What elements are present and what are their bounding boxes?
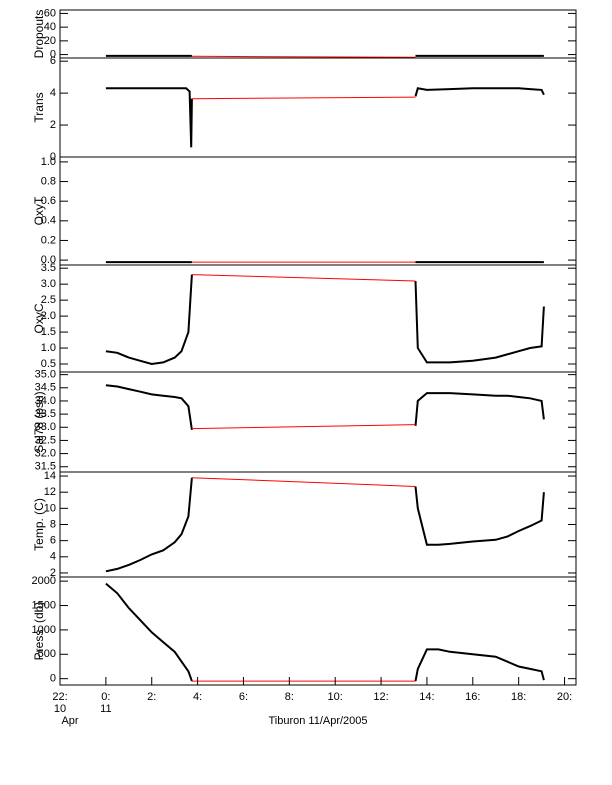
x-day-label: 10 bbox=[54, 703, 66, 715]
x-day-label: 11 bbox=[100, 703, 111, 715]
y-tick-label: 1.0 bbox=[41, 342, 56, 354]
y-tick-label: 500 bbox=[38, 648, 56, 660]
y-tick-label: 0.0 bbox=[41, 254, 56, 266]
x-tick-label: 10: bbox=[328, 691, 343, 703]
y-axis-label: Sal78 (psu) bbox=[32, 391, 46, 452]
series-line bbox=[191, 55, 416, 58]
y-axis-label: Dropouts bbox=[32, 10, 46, 59]
y-tick-label: 35.0 bbox=[35, 369, 56, 381]
x-tick-label: 18: bbox=[511, 691, 526, 703]
y-axis-label: OxyC bbox=[32, 303, 46, 333]
series-line bbox=[105, 384, 545, 431]
y-tick-label: 8 bbox=[50, 518, 56, 530]
panel-frame bbox=[59, 57, 577, 158]
y-axis-label: Trans bbox=[32, 92, 46, 122]
series-line bbox=[105, 477, 545, 573]
series-line bbox=[105, 87, 545, 148]
y-tick-label: 60 bbox=[44, 7, 56, 19]
y-tick-label: 1500 bbox=[32, 599, 56, 611]
y-tick-label: 1.5 bbox=[41, 326, 56, 338]
y-tick-label: 1.0 bbox=[41, 156, 56, 168]
y-tick-label: 0.8 bbox=[41, 175, 56, 187]
y-tick-label: 2.0 bbox=[41, 310, 56, 322]
panel-frame bbox=[59, 371, 577, 473]
y-tick-label: 2 bbox=[50, 119, 56, 131]
x-tick-label: 0: bbox=[101, 691, 110, 703]
y-tick-label: 3.5 bbox=[41, 262, 56, 274]
y-tick-label: 40 bbox=[44, 21, 56, 33]
x-axis-label: Tiburon 11/Apr/2005 bbox=[268, 715, 367, 727]
panel-frame bbox=[59, 9, 577, 59]
y-axis-label: Press. (db) bbox=[32, 602, 46, 661]
series-line bbox=[191, 274, 416, 282]
x-tick-label: 8: bbox=[285, 691, 294, 703]
y-tick-label: 2 bbox=[50, 567, 56, 579]
series-line bbox=[191, 477, 416, 487]
y-tick-label: 14 bbox=[44, 470, 56, 482]
series-line bbox=[191, 96, 416, 100]
y-tick-label: 34.5 bbox=[35, 382, 56, 394]
y-tick-label: 0 bbox=[50, 48, 56, 60]
y-tick-label: 34.0 bbox=[35, 395, 56, 407]
panel-frame bbox=[59, 576, 577, 686]
x-tick-label: 14: bbox=[419, 691, 434, 703]
x-tick-label: 2: bbox=[147, 691, 156, 703]
y-tick-label: 2.5 bbox=[41, 294, 56, 306]
y-tick-label: 31.5 bbox=[35, 461, 56, 473]
y-tick-label: 6 bbox=[50, 535, 56, 547]
y-tick-label: 0.4 bbox=[41, 215, 56, 227]
y-tick-label: 0.5 bbox=[41, 358, 56, 370]
y-tick-label: 1000 bbox=[32, 624, 56, 636]
y-tick-label: 12 bbox=[44, 486, 56, 498]
y-axis-label: Temp. (C) bbox=[32, 498, 46, 551]
y-axis-label: OxyT bbox=[32, 196, 46, 225]
y-tick-label: 0.6 bbox=[41, 195, 56, 207]
series-line bbox=[191, 424, 416, 430]
x-month-label: Apr bbox=[61, 715, 78, 727]
x-tick-label: 16: bbox=[465, 691, 480, 703]
y-tick-label: 4 bbox=[50, 87, 56, 99]
x-tick-label: 6: bbox=[239, 691, 248, 703]
y-tick-label: 10 bbox=[44, 502, 56, 514]
y-tick-label: 33.0 bbox=[35, 421, 56, 433]
x-tick-label: 12: bbox=[373, 691, 388, 703]
x-tick-label: 22: bbox=[52, 691, 67, 703]
series-line bbox=[105, 582, 545, 682]
y-tick-label: 0 bbox=[50, 673, 56, 685]
series-line bbox=[105, 274, 545, 366]
y-tick-label: 32.0 bbox=[35, 447, 56, 459]
x-tick-label: 4: bbox=[193, 691, 202, 703]
panel-frame bbox=[59, 156, 577, 266]
y-tick-label: 6 bbox=[50, 55, 56, 67]
y-tick-label: 3.0 bbox=[41, 278, 56, 290]
y-tick-label: 33.5 bbox=[35, 408, 56, 420]
y-tick-label: 32.5 bbox=[35, 434, 56, 446]
y-tick-label: 20 bbox=[44, 35, 56, 47]
y-tick-label: 0 bbox=[50, 151, 56, 163]
y-tick-label: 2000 bbox=[32, 575, 56, 587]
x-tick-label: 20: bbox=[557, 691, 572, 703]
y-tick-label: 0.2 bbox=[41, 234, 56, 246]
y-tick-label: 4 bbox=[50, 551, 56, 563]
